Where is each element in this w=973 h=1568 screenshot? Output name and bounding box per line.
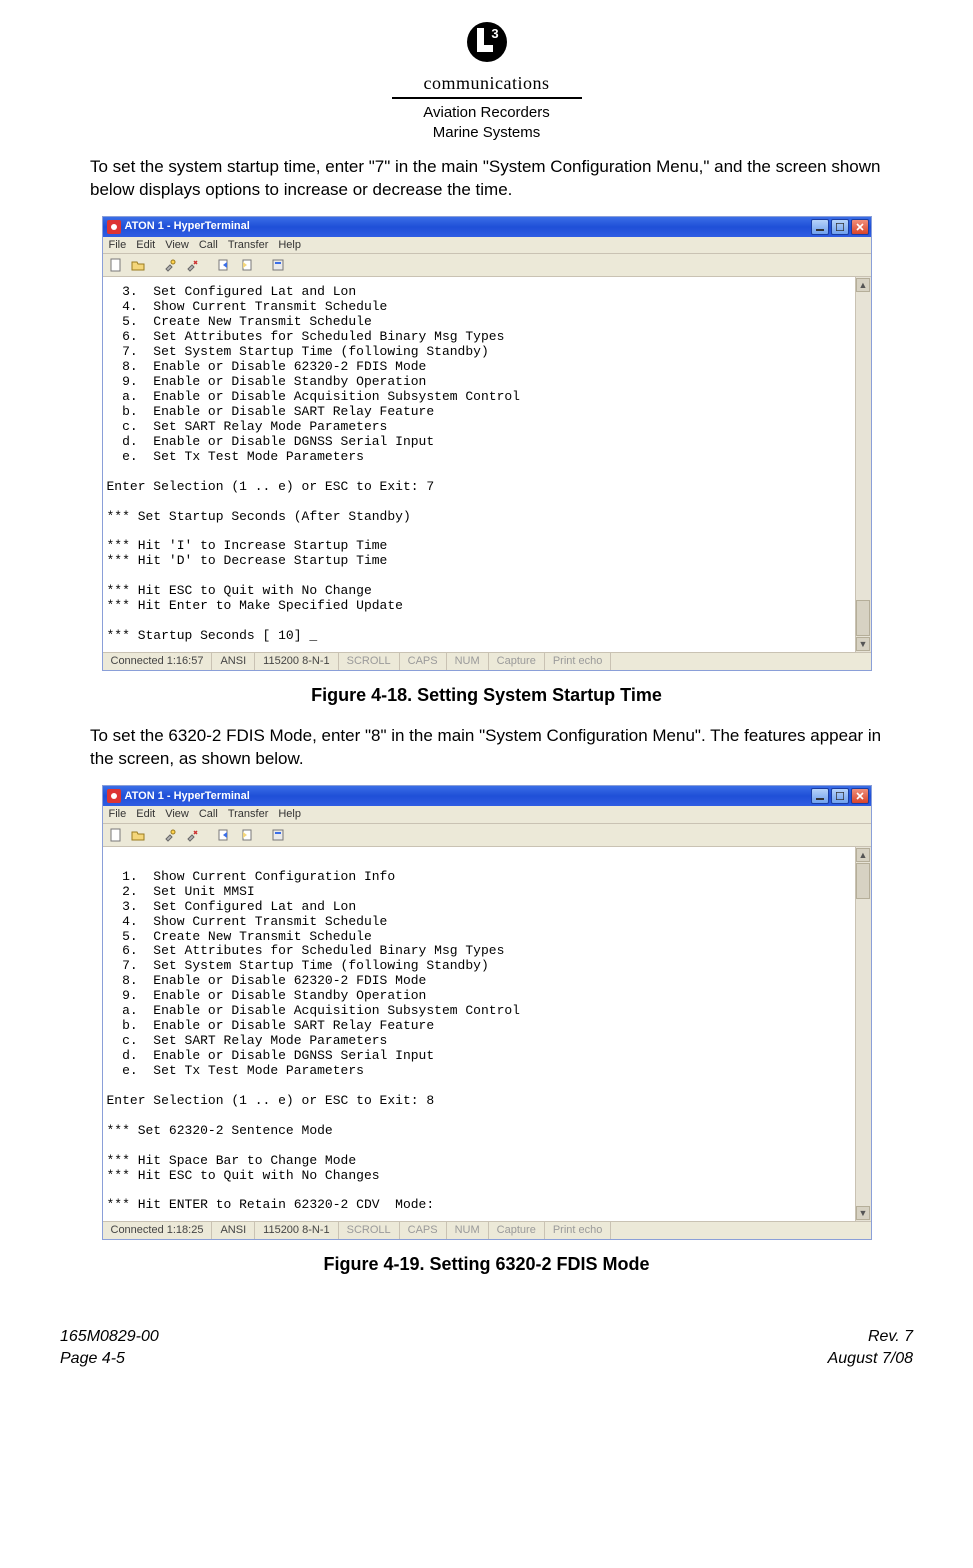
open-icon[interactable] — [129, 826, 147, 844]
send-icon[interactable] — [215, 826, 233, 844]
status-encoding: ANSI — [212, 653, 255, 670]
toolbar — [103, 824, 871, 847]
menu-view[interactable]: View — [165, 238, 189, 253]
status-printecho: Print echo — [545, 1222, 612, 1239]
scroll-thumb[interactable] — [856, 600, 870, 636]
menu-file[interactable]: File — [109, 238, 127, 253]
status-capture: Capture — [489, 1222, 545, 1239]
scrollbar[interactable]: ▲ ▼ — [855, 277, 871, 652]
hyperterminal-window-2: ATON 1 - HyperTerminal File Edit View Ca… — [102, 785, 872, 1240]
menu-transfer[interactable]: Transfer — [228, 807, 269, 822]
menubar: File Edit View Call Transfer Help — [103, 806, 871, 824]
menu-transfer[interactable]: Transfer — [228, 238, 269, 253]
new-icon[interactable] — [107, 826, 125, 844]
maximize-button[interactable] — [831, 788, 849, 804]
minimize-button[interactable] — [811, 788, 829, 804]
scroll-up-icon[interactable]: ▲ — [856, 278, 870, 292]
footer-date: August 7/08 — [828, 1348, 913, 1370]
maximize-icon — [836, 223, 844, 231]
status-baud: 115200 8-N-1 — [255, 1222, 338, 1239]
l3-logo-icon: 3 — [463, 20, 511, 64]
close-icon — [856, 792, 864, 800]
close-button[interactable] — [851, 788, 869, 804]
svg-text:3: 3 — [491, 26, 498, 41]
connect-icon[interactable] — [161, 826, 179, 844]
status-num: NUM — [447, 1222, 489, 1239]
send-icon[interactable] — [215, 256, 233, 274]
window-title: ATON 1 - HyperTerminal — [125, 219, 811, 234]
figure-1-caption: Figure 4-18. Setting System Startup Time — [60, 683, 913, 707]
scroll-thumb[interactable] — [856, 863, 870, 899]
properties-icon[interactable] — [269, 256, 287, 274]
scroll-down-icon[interactable]: ▼ — [856, 637, 870, 651]
maximize-icon — [836, 792, 844, 800]
terminal-output: 3. Set Configured Lat and Lon 4. Show Cu… — [103, 277, 855, 652]
status-scroll: SCROLL — [339, 1222, 400, 1239]
titlebar: ATON 1 - HyperTerminal — [103, 786, 871, 806]
menu-help[interactable]: Help — [278, 807, 301, 822]
app-icon — [107, 220, 121, 234]
close-icon — [856, 223, 864, 231]
menu-edit[interactable]: Edit — [136, 238, 155, 253]
menu-view[interactable]: View — [165, 807, 189, 822]
hyperterminal-window-1: ATON 1 - HyperTerminal File Edit View Ca… — [102, 216, 872, 671]
status-num: NUM — [447, 653, 489, 670]
new-icon[interactable] — [107, 256, 125, 274]
connect-icon[interactable] — [161, 256, 179, 274]
titlebar: ATON 1 - HyperTerminal — [103, 217, 871, 237]
page-header: 3 communications Aviation Recorders Mari… — [60, 20, 913, 144]
maximize-button[interactable] — [831, 219, 849, 235]
open-icon[interactable] — [129, 256, 147, 274]
scrollbar[interactable]: ▲ ▼ — [855, 847, 871, 1222]
status-connected: Connected 1:16:57 — [103, 653, 213, 670]
terminal-output: 1. Show Current Configuration Info 2. Se… — [103, 847, 855, 1222]
menu-call[interactable]: Call — [199, 807, 218, 822]
close-button[interactable] — [851, 219, 869, 235]
status-capture: Capture — [489, 653, 545, 670]
page-footer: 165M0829-00 Page 4-5 Rev. 7 August 7/08 — [60, 1326, 913, 1369]
status-encoding: ANSI — [212, 1222, 255, 1239]
minimize-icon — [816, 223, 824, 231]
footer-docno: 165M0829-00 — [60, 1326, 159, 1348]
footer-page: Page 4-5 — [60, 1348, 159, 1370]
figure-2-caption: Figure 4-19. Setting 6320-2 FDIS Mode — [60, 1252, 913, 1276]
paragraph-1: To set the system startup time, enter "7… — [90, 156, 883, 202]
receive-icon[interactable] — [237, 826, 255, 844]
paragraph-2: To set the 6320-2 FDIS Mode, enter "8" i… — [90, 725, 883, 771]
footer-rev: Rev. 7 — [828, 1326, 913, 1348]
header-sub2: Marine Systems — [60, 123, 913, 143]
brand-text: communications — [60, 71, 913, 95]
toolbar — [103, 254, 871, 277]
statusbar: Connected 1:18:25 ANSI 115200 8-N-1 SCRO… — [103, 1221, 871, 1239]
status-printecho: Print echo — [545, 653, 612, 670]
disconnect-icon[interactable] — [183, 826, 201, 844]
minimize-icon — [816, 792, 824, 800]
minimize-button[interactable] — [811, 219, 829, 235]
menu-file[interactable]: File — [109, 807, 127, 822]
menu-help[interactable]: Help — [278, 238, 301, 253]
properties-icon[interactable] — [269, 826, 287, 844]
menu-call[interactable]: Call — [199, 238, 218, 253]
disconnect-icon[interactable] — [183, 256, 201, 274]
status-scroll: SCROLL — [339, 653, 400, 670]
header-sub1: Aviation Recorders — [60, 103, 913, 123]
statusbar: Connected 1:16:57 ANSI 115200 8-N-1 SCRO… — [103, 652, 871, 670]
scroll-up-icon[interactable]: ▲ — [856, 848, 870, 862]
scroll-down-icon[interactable]: ▼ — [856, 1206, 870, 1220]
status-caps: CAPS — [400, 653, 447, 670]
menu-edit[interactable]: Edit — [136, 807, 155, 822]
menubar: File Edit View Call Transfer Help — [103, 237, 871, 255]
app-icon — [107, 789, 121, 803]
header-rule — [392, 97, 582, 99]
status-connected: Connected 1:18:25 — [103, 1222, 213, 1239]
status-caps: CAPS — [400, 1222, 447, 1239]
status-baud: 115200 8-N-1 — [255, 653, 338, 670]
window-title: ATON 1 - HyperTerminal — [125, 789, 811, 804]
receive-icon[interactable] — [237, 256, 255, 274]
